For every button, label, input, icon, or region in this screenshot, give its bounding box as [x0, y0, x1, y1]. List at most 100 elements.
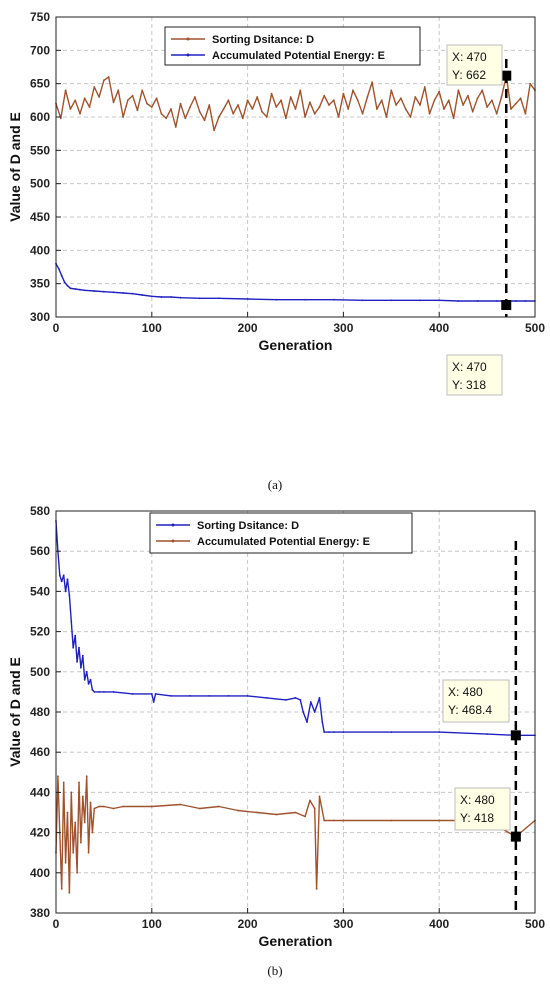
data-point [304, 815, 306, 818]
data-point [76, 871, 78, 874]
data-point [179, 102, 182, 105]
y-tick-label: 580 [30, 504, 50, 518]
data-point [443, 108, 445, 110]
data-point [81, 654, 84, 657]
datatip-marker [510, 831, 521, 842]
data-point [476, 97, 479, 100]
data-point [337, 116, 340, 118]
data-point [376, 108, 378, 110]
data-point [117, 89, 120, 92]
data-point [91, 831, 94, 834]
y-tick-label: 440 [30, 785, 50, 799]
y-tick-label: 550 [30, 143, 50, 157]
data-point [404, 108, 407, 110]
data-point [323, 731, 326, 733]
y-tick-label: 750 [30, 10, 50, 24]
y-tick-label: 300 [30, 310, 50, 324]
data-point [390, 89, 393, 92]
data-point [66, 284, 69, 287]
data-point [332, 298, 335, 301]
data-point [66, 811, 69, 814]
data-point [285, 117, 287, 120]
data-point [69, 287, 72, 290]
data-point [218, 297, 220, 300]
data-point [64, 861, 67, 864]
data-point [112, 291, 115, 294]
data-point [380, 99, 383, 102]
series-line-1 [55, 775, 536, 894]
data-point [62, 781, 65, 784]
data-point [476, 300, 479, 302]
datatip-marker [510, 730, 521, 741]
data-point [510, 108, 512, 110]
data-point [452, 117, 455, 120]
data-point [356, 99, 359, 102]
y-tick-label: 500 [30, 177, 50, 191]
data-point [332, 99, 335, 102]
x-tick-label: 500 [525, 321, 545, 335]
data-point [275, 298, 278, 301]
data-point [390, 299, 393, 302]
data-point [390, 819, 393, 822]
data-point [313, 807, 316, 810]
datatip-box [442, 679, 510, 723]
data-point [89, 678, 92, 681]
data-point [136, 109, 139, 112]
data-point [309, 799, 311, 802]
data-point [529, 82, 532, 85]
data-point [80, 666, 82, 669]
data-point [72, 851, 75, 854]
data-point [103, 79, 105, 82]
datatip-y: Y: 468.4 [448, 703, 492, 717]
data-point [122, 116, 124, 118]
data-point [438, 299, 441, 302]
x-tick-label: 400 [429, 321, 449, 335]
data-point [68, 892, 71, 894]
axes-frame [55, 16, 536, 318]
data-point [218, 805, 220, 808]
data-point [304, 116, 306, 118]
y-tick-label: 560 [30, 544, 50, 558]
data-point [98, 96, 100, 98]
data-point [495, 300, 498, 302]
data-point [315, 888, 318, 890]
y-tick-label: 400 [30, 866, 50, 880]
data-point [280, 99, 282, 102]
data-point [57, 775, 59, 778]
data-point [103, 290, 105, 293]
data-point [83, 821, 86, 824]
data-point [60, 580, 63, 583]
data-point [246, 695, 249, 697]
data-point [146, 102, 148, 105]
datatip-marker [501, 300, 512, 310]
data-point [150, 693, 153, 695]
data-point [122, 805, 124, 808]
data-point [179, 296, 182, 299]
legend-entry: Accumulated Potential Energy: E [197, 536, 370, 548]
data-point [150, 295, 153, 298]
data-point [103, 805, 105, 808]
datatip-box [454, 787, 511, 831]
data-point [313, 112, 316, 115]
data-point [232, 112, 235, 115]
data-point [433, 99, 436, 102]
data-point [208, 104, 211, 106]
datatip-x: X: 470 [452, 360, 487, 374]
data-point [76, 660, 78, 663]
y-tick-label: 450 [30, 210, 50, 224]
y-tick-label: 380 [30, 906, 50, 920]
datatip-box [446, 354, 503, 396]
datatip-y: Y: 418 [460, 811, 494, 825]
data-point [524, 112, 527, 115]
data-point [318, 795, 321, 798]
data-point [170, 695, 172, 697]
data-point [467, 94, 469, 97]
x-tick-label: 300 [333, 917, 353, 931]
data-point [126, 99, 129, 102]
data-point [419, 104, 421, 106]
data-point [486, 733, 488, 735]
data-point [93, 691, 96, 693]
data-point [265, 116, 268, 118]
legend-entry: Sorting Dsitance: D [197, 520, 299, 532]
data-point [59, 117, 62, 120]
